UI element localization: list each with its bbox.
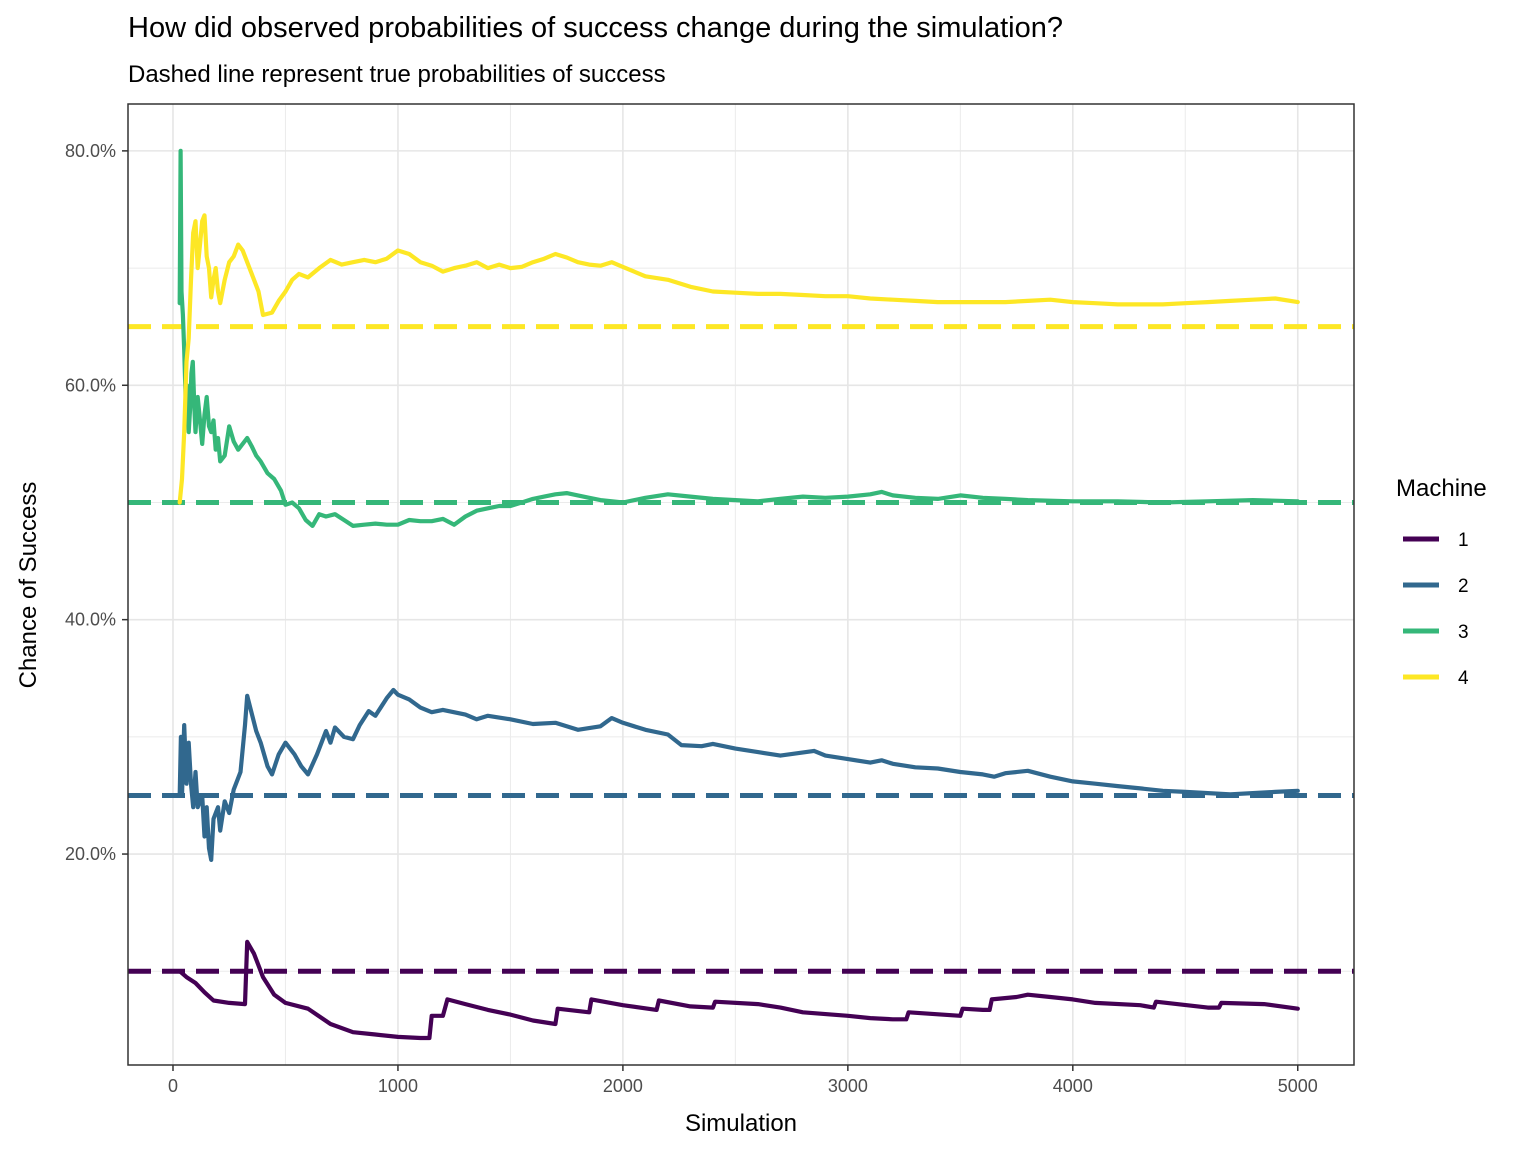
major-gridlines	[128, 104, 1354, 1065]
y-tick-label: 20.0%	[65, 844, 116, 864]
y-axis: 20.0% 40.0% 60.0% 80.0%	[65, 141, 128, 864]
x-axis: 0 1000 2000 3000 4000 5000	[168, 1065, 1318, 1096]
y-tick-label: 80.0%	[65, 141, 116, 161]
x-tick-label: 5000	[1278, 1076, 1318, 1096]
x-tick-label: 4000	[1053, 1076, 1093, 1096]
y-tick-label: 60.0%	[65, 375, 116, 395]
series-line-machine-2	[177, 687, 1300, 862]
legend-label-machine-3: 3	[1458, 622, 1469, 643]
y-tick-label: 40.0%	[65, 610, 116, 630]
x-tick-label: 2000	[603, 1076, 643, 1096]
legend: Machine 1 2 3 4	[1396, 475, 1487, 689]
chart-subtitle: Dashed line represent true probabilities…	[128, 61, 666, 88]
legend-label-machine-1: 1	[1458, 530, 1469, 551]
plot-panel-border	[127, 103, 1355, 1066]
x-tick-label: 0	[168, 1076, 178, 1096]
x-tick-label: 1000	[378, 1076, 418, 1096]
y-axis-title: Chance of Success	[15, 482, 42, 689]
plot-panel-background	[128, 104, 1354, 1065]
legend-label-machine-2: 2	[1458, 576, 1469, 597]
x-axis-title: Simulation	[685, 1110, 797, 1137]
x-tick-label: 3000	[828, 1076, 868, 1096]
legend-label-machine-4: 4	[1458, 668, 1469, 689]
series-line-machine-4	[177, 213, 1300, 505]
chart-title: How did observed probabilities of succes…	[128, 12, 1063, 44]
series-line-machine-3	[177, 148, 1300, 528]
series-lines	[177, 148, 1300, 1041]
series-line-machine-1	[177, 939, 1300, 1041]
legend-title: Machine	[1396, 475, 1487, 502]
